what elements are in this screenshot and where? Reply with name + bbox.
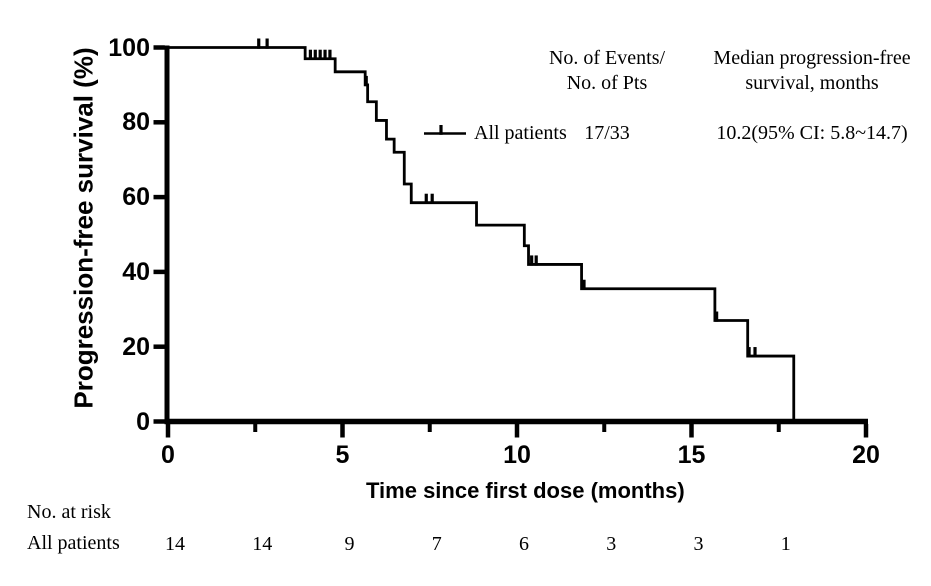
x-tick-label: 10 (503, 441, 531, 469)
y-tick-label: 80 (122, 108, 150, 137)
risk-count: 3 (693, 533, 704, 555)
legend-header-median-line1: Median progression-free (713, 47, 911, 69)
risk-count: 7 (431, 533, 442, 555)
risk-count: 14 (165, 533, 185, 555)
y-tick-label: 0 (136, 407, 150, 436)
legend-median-value: 10.2(95% CI: 5.8~14.7) (716, 122, 908, 144)
y-tick-label: 60 (122, 183, 150, 212)
legend-header-events-line1: No. of Events/ (548, 47, 666, 69)
risk-count: 1 (780, 533, 791, 555)
risk-count: 6 (519, 533, 529, 555)
km-curve-all-patients (168, 46, 796, 422)
legend-header-median-line2: survival, months (745, 72, 879, 94)
legend-header-median: Median progression-free survival, months (690, 46, 931, 96)
x-axis-title: Time since first dose (months) (366, 478, 685, 503)
x-tick-label: 0 (161, 441, 175, 469)
y-tick-label: 40 (122, 257, 150, 286)
y-tick-label: 100 (108, 33, 150, 62)
risk-count: 14 (252, 533, 273, 555)
risk-table-header: No. at risk (27, 501, 111, 523)
legend-header-events: No. of Events/ No. of Pts (507, 46, 707, 96)
risk-count: 9 (344, 533, 355, 555)
x-tick-label: 15 (677, 441, 706, 469)
legend-header-events-line2: No. of Pts (566, 72, 648, 94)
risk-count: 3 (606, 533, 617, 555)
legend-series-label: All patients (474, 122, 567, 144)
y-tick-label: 20 (122, 332, 150, 361)
x-tick-label: 5 (335, 441, 350, 469)
x-tick-label: 20 (852, 441, 880, 469)
legend-events-value: 17/33 (584, 122, 630, 144)
risk-row-label: All patients (27, 532, 120, 554)
